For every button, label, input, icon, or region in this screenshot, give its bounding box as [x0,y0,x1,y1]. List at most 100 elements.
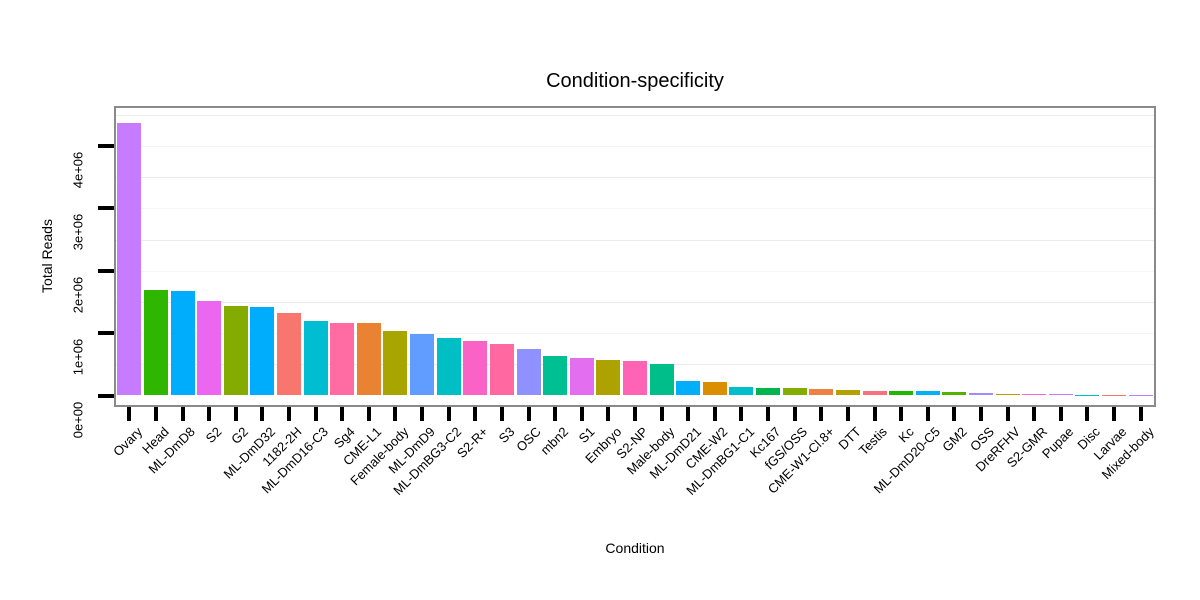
x-tick-mark [207,407,212,421]
bar [809,388,834,396]
bar [436,338,461,396]
x-tick-mark [366,407,371,421]
x-tick-mark [1112,407,1117,421]
x-tick-mark [287,407,291,421]
x-tick-label: S2 [202,424,225,446]
x-tick-mark [686,407,691,421]
x-tick-mark [633,407,637,421]
bar [277,312,301,396]
x-tick-mark [925,407,930,421]
bar [330,323,355,396]
x-tick-mark [606,407,611,421]
bar [969,392,993,396]
y-tick-mark [98,331,114,336]
x-tick-label: Ovary [109,424,145,460]
x-tick-mark [845,407,850,421]
bar [356,323,381,396]
bar [303,321,328,396]
x-tick-mark [260,407,265,421]
bar [170,290,195,396]
gridline [116,208,1154,210]
x-tick-mark [766,407,771,421]
bar [756,387,781,396]
x-tick-label: Testis [856,424,891,459]
bar [649,363,674,396]
gridline [116,114,1154,116]
bar [463,341,488,396]
x-axis-title: Condition [605,540,665,556]
y-tick-label: 2e+06 [70,276,86,313]
bar [143,290,168,396]
x-tick-mark [446,407,451,421]
x-tick-mark [127,407,132,421]
bar [516,348,541,396]
x-tick-mark [739,407,744,421]
y-tick-label: 4e+06 [70,151,86,189]
bar [197,301,222,396]
y-tick-label: 1e+06 [70,338,86,376]
y-tick-mark [98,143,114,148]
x-tick-mark [952,407,957,421]
bar [623,361,647,396]
bar [250,306,275,396]
bar [1048,393,1073,396]
x-tick-mark [1005,407,1010,421]
x-tick-label: GM2 [939,424,970,455]
x-tick-mark [393,407,398,421]
x-tick-mark [1058,407,1063,421]
x-tick-mark [313,407,318,421]
bar [835,389,860,396]
bar [410,333,435,396]
y-tick-label: 0e+00 [70,401,86,438]
bar [489,343,514,396]
x-tick-label: mbn2 [537,424,571,458]
x-tick-mark [420,407,425,421]
x-tick-mark [1032,407,1037,421]
x-tick-mark [979,407,983,421]
x-tick-mark [340,407,345,421]
y-tick-mark [98,268,114,273]
bar [117,122,142,396]
x-tick-mark [659,407,664,421]
bar [543,355,568,396]
bar [915,391,940,396]
y-tick-label: 3e+06 [70,214,86,251]
chart-title: Condition-specificity [546,70,724,92]
y-tick-mark [98,206,114,211]
x-tick-mark [153,407,158,421]
bar [569,358,594,396]
bar [676,381,701,396]
x-tick-mark [1138,407,1143,421]
bar [1022,393,1047,396]
gridline [116,270,1154,272]
x-tick-mark [899,407,904,421]
x-tick-mark [526,407,531,421]
plot-panel [114,106,1156,407]
gridline [116,301,1154,303]
y-tick-mark [98,393,114,398]
x-tick-mark [553,407,558,421]
bar [889,391,914,396]
y-axis-title: Total Reads [39,219,55,293]
x-tick-mark [579,407,584,421]
x-tick-mark [233,407,238,421]
bar [995,393,1020,396]
bar [942,391,967,396]
bar [782,387,807,396]
x-tick-mark [473,407,478,421]
x-tick-mark [872,407,877,421]
bar [702,382,727,396]
bar [383,331,408,396]
gridline [116,333,1154,335]
x-tick-mark [712,407,717,421]
x-tick-mark [1085,407,1090,421]
x-tick-mark [180,407,185,421]
bar [596,359,621,396]
bar [729,386,754,396]
gridline [116,239,1154,241]
bar [223,306,248,396]
gridline [116,145,1154,147]
gridline [116,177,1154,179]
bar [862,390,887,396]
